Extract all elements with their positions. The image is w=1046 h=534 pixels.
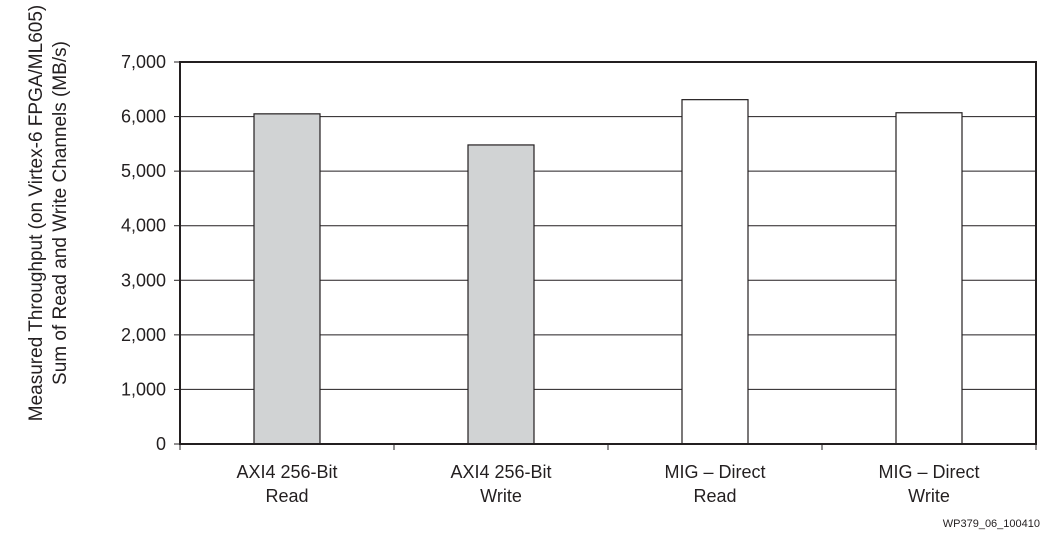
x-category-label: MIG – Direct: [878, 462, 979, 482]
y-tick-label: 6,000: [121, 107, 166, 127]
x-category-label: Read: [693, 486, 736, 506]
y-axis-label: Sum of Read and Write Channels (MB/s): [50, 41, 71, 385]
bar: [681, 99, 749, 445]
x-category-label: Read: [265, 486, 308, 506]
axes: [174, 61, 1037, 450]
y-axis-label: Measured Throughput (on Virtex-6 FPGA/ML…: [26, 5, 47, 421]
figure-id-label: WP379_06_100410: [943, 518, 1040, 530]
y-tick-label: 7,000: [121, 52, 166, 72]
bar: [467, 144, 535, 445]
bar: [895, 112, 963, 445]
y-tick-label: 2,000: [121, 325, 166, 345]
y-tick-label: 3,000: [121, 270, 166, 290]
x-category-label: MIG – Direct: [664, 462, 765, 482]
y-tick-label: 0: [156, 434, 166, 454]
x-category-label: AXI4 256-Bit: [450, 462, 551, 482]
y-tick-label: 5,000: [121, 161, 166, 181]
x-category-label: Write: [908, 486, 950, 506]
x-category-label: Write: [480, 486, 522, 506]
x-category-label: AXI4 256-Bit: [236, 462, 337, 482]
bar: [253, 113, 321, 445]
y-tick-label: 4,000: [121, 216, 166, 236]
y-tick-label: 1,000: [121, 379, 166, 399]
bars: [253, 99, 963, 445]
labels: 0 1,000 2,000 3,000 4,000 5,000 6,000 7,000 AXI4…: [26, 5, 1040, 530]
